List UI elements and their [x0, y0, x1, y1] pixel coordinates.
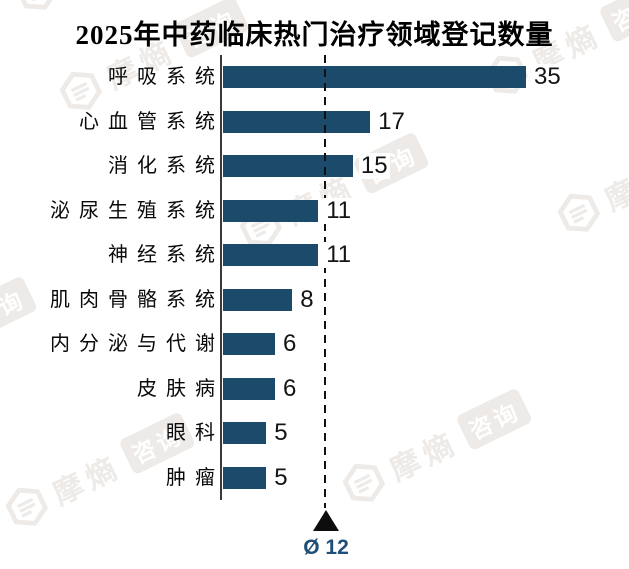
watermark: 摩熵 咨询 — [335, 385, 534, 512]
category-label: 肌肉骨骼系统 — [50, 288, 224, 311]
category-label: 心血管系统 — [79, 110, 224, 133]
average-marker-triangle-icon — [313, 510, 339, 531]
value-label: 15 — [358, 152, 390, 179]
category-label: 呼吸系统 — [108, 66, 224, 88]
value-label: 35 — [531, 63, 563, 90]
average-dashed-line — [324, 55, 326, 508]
watermark-brand-text: 摩熵 — [600, 156, 629, 218]
bar — [223, 288, 293, 311]
bar — [223, 155, 353, 177]
watermark-brand-text: 摩熵 — [385, 426, 465, 488]
value-label: 5 — [272, 463, 290, 491]
average-value-label: Ø 12 — [303, 536, 349, 559]
category-label: 消化系统 — [108, 155, 224, 177]
watermark-hexagon-logo-icon — [336, 455, 392, 511]
category-label: 皮肤病 — [137, 377, 224, 400]
value-label: 8 — [298, 285, 316, 313]
bar — [223, 244, 319, 266]
category-label: 内分泌与代谢 — [50, 333, 224, 355]
value-label: 17 — [376, 107, 407, 135]
category-label: 神经系统 — [108, 244, 224, 266]
category-label: 泌尿生殖系统 — [50, 199, 224, 222]
bar — [223, 333, 275, 355]
bar — [223, 66, 526, 88]
value-label: 6 — [280, 374, 299, 402]
watermark: 摩熵 咨询 — [550, 115, 629, 242]
value-label: 11 — [324, 196, 354, 224]
bar — [223, 199, 319, 222]
bar — [223, 422, 267, 444]
category-label: 眼科 — [166, 422, 224, 444]
bar — [223, 466, 267, 489]
chart-title: 2025年中药临床热门治疗领域登记数量 — [75, 20, 554, 50]
value-label: 6 — [280, 330, 299, 357]
bar — [223, 377, 275, 400]
bar — [223, 110, 371, 133]
watermark-hexagon-logo-icon — [551, 185, 607, 241]
value-label: 5 — [272, 419, 290, 446]
watermark: 摩熵 咨询 — [232, 129, 431, 256]
y-axis-line — [220, 55, 222, 500]
value-label: 11 — [324, 241, 354, 268]
category-label: 肿瘤 — [166, 466, 224, 489]
watermark-badge-text: 咨询 — [455, 387, 534, 452]
